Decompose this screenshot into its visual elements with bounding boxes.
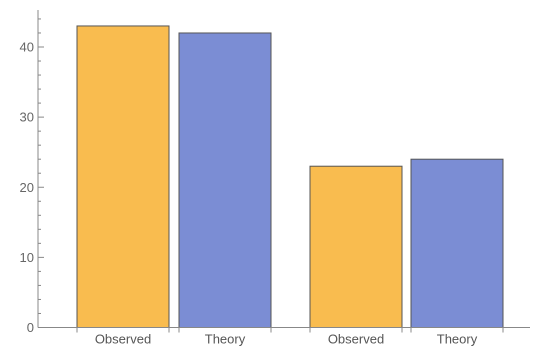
x-axis: Observed Theory Observed Theory — [38, 327, 530, 347]
y-tick-label: 30 — [20, 110, 34, 125]
y-tick-label: 20 — [20, 180, 34, 195]
bar-observed-2 — [309, 165, 403, 328]
bars — [76, 25, 504, 329]
x-category-label: Observed — [328, 332, 384, 347]
y-tick-label: 0 — [27, 320, 34, 335]
bar-observed-1 — [76, 25, 170, 329]
y-axis: 0 10 20 30 40 — [20, 10, 44, 335]
bar-theory-2 — [410, 158, 504, 328]
x-category-label: Theory — [437, 332, 478, 347]
y-tick-label: 40 — [20, 40, 34, 55]
x-category-label: Theory — [205, 332, 246, 347]
bar-theory-1 — [178, 32, 272, 328]
x-category-label: Observed — [95, 332, 151, 347]
y-tick-label: 10 — [20, 250, 34, 265]
